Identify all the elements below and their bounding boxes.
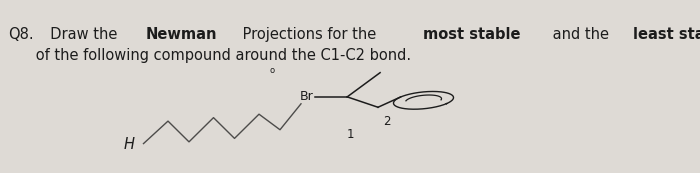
Text: Draw the: Draw the bbox=[41, 27, 122, 42]
Text: Projections for the: Projections for the bbox=[238, 27, 381, 42]
Text: of the following compound around the C1-C2 bond.: of the following compound around the C1-… bbox=[8, 48, 412, 63]
Text: H: H bbox=[124, 137, 135, 152]
Text: Br: Br bbox=[300, 90, 314, 103]
Text: Newman: Newman bbox=[146, 27, 218, 42]
Text: least stable: least stable bbox=[633, 27, 700, 42]
Text: most stable: most stable bbox=[423, 27, 520, 42]
Text: 1: 1 bbox=[346, 128, 354, 141]
Text: 2: 2 bbox=[384, 115, 391, 128]
Text: and the: and the bbox=[548, 27, 614, 42]
Text: Q8.: Q8. bbox=[8, 27, 34, 42]
Text: o: o bbox=[269, 66, 274, 75]
